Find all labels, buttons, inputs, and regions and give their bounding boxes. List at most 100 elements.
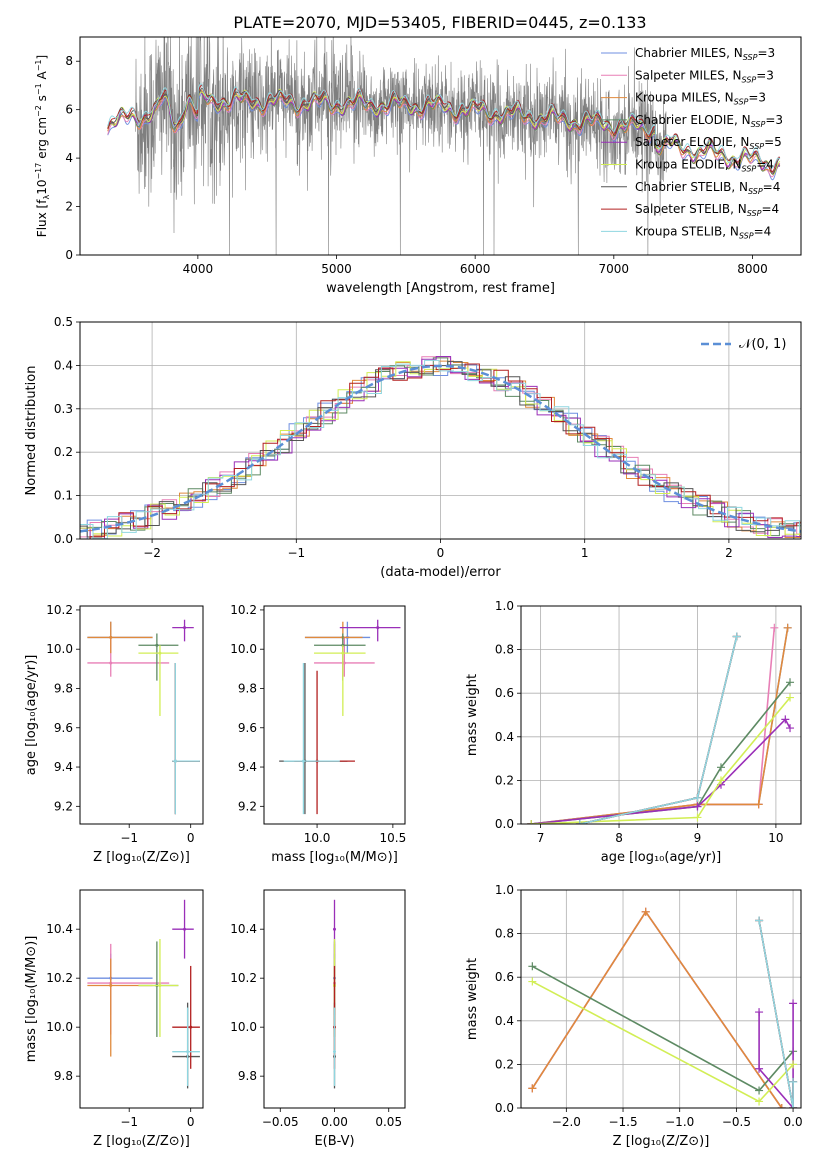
x-tick-label: −2.0	[552, 1115, 581, 1129]
data-point-salpeter_elodie	[376, 626, 380, 630]
x-tick-label: 0	[187, 1115, 195, 1129]
data-point-kroupa_miles	[109, 635, 113, 639]
legend-sub: SSP	[749, 142, 764, 151]
y-tick-label: 9.6	[54, 721, 73, 735]
y-tick-label: 0.6	[495, 970, 514, 984]
weight-marker-kroupa_stelib	[755, 916, 764, 925]
legend-tail: =3	[756, 68, 774, 82]
weight-marker-chabrier_elodie	[528, 962, 537, 971]
y-axis-label: mass [log₁₀(M/M⊙)]	[24, 936, 39, 1063]
histogram-step-chabrier_stelib	[80, 361, 801, 539]
weight-line-kroupa_stelib	[758, 920, 794, 1108]
gaussian-curve	[80, 364, 801, 533]
x-axis-label: wavelength [Angstrom, rest frame]	[326, 281, 555, 296]
axes-frame	[520, 605, 802, 825]
y-tick-label: 4	[65, 151, 73, 165]
histogram-step-kroupa_stelib	[80, 359, 801, 539]
legend-name: Chabrier ELODIE, N	[635, 113, 751, 127]
y-label-part: −2	[34, 105, 43, 117]
weight-marker-salpeter_miles	[770, 623, 779, 632]
legend-entry-kroupa_miles: Kroupa MILES, NSSP=3	[635, 91, 766, 107]
y-tick-label: 9.4	[54, 760, 73, 774]
weight-line-kroupa_stelib	[579, 636, 738, 824]
plot-content	[87, 619, 200, 815]
axes-frame	[263, 605, 406, 825]
legend-tail: =4	[761, 202, 779, 216]
legend-tail: =3	[765, 113, 783, 127]
y-axis-label: Flux [fλ10−17 erg cm−2 s−1 A−1]	[34, 55, 51, 237]
legend-entry-chabrier_elodie: Chabrier ELODIE, NSSP=3	[635, 113, 783, 129]
y-tick-label: 10.4	[230, 922, 257, 936]
y-label-part: −17	[34, 163, 43, 180]
legend-tail: =4	[756, 158, 774, 172]
weight-marker-kroupa_elodie	[527, 820, 536, 824]
spectrum-panel: 4000 5000 6000 7000 8000 0 2 4 6 8 wavelength [Ang…	[34, 36, 802, 296]
legend-entry-salpeter_stelib: Salpeter STELIB, NSSP=4	[635, 202, 779, 218]
y-label-part: −1	[34, 59, 43, 71]
legend-entry-gaussian: 𝒩(0, 1)	[739, 337, 786, 352]
x-axis-label: Z [log₁₀(Z/Z⊙)]	[93, 850, 190, 865]
y-tick-label: 10.0	[230, 1020, 257, 1034]
y-tick-label: 0.8	[495, 643, 514, 657]
weight-marker-kroupa_miles	[528, 1084, 537, 1093]
legend-sub: SSP	[742, 165, 757, 174]
weight-marker-salpeter_elodie	[755, 1064, 764, 1073]
data-point-salpeter_elodie	[333, 927, 336, 931]
x-tick-label: 10.0	[304, 831, 331, 845]
y-tick-label: 1.0	[495, 883, 514, 897]
mass_vs_ebv-panel: −0.05 0.00 0.05 9.8 10.0 10.2 10.4 E(B-V)	[230, 889, 406, 1149]
y-tick-label: 9.8	[54, 1069, 73, 1083]
y-tick-label: 0.1	[54, 489, 73, 503]
y-tick-label: 0.6	[495, 686, 514, 700]
x-tick-label: −0.5	[722, 1115, 751, 1129]
mass_vs_Z-panel: −1 0 9.8 10.0 10.2 10.4 Z [log₁₀(Z/Z⊙)] mass [l…	[24, 889, 204, 1149]
y-label-part: Flux [f	[35, 199, 49, 237]
data-point-salpeter_elodie	[183, 927, 187, 931]
y-tick-label: 9.6	[238, 721, 257, 735]
y-tick-label: 0.3	[54, 402, 73, 416]
y-tick-label: 0	[65, 248, 73, 262]
x-axis-label: age [log₁₀(age/yr)]	[601, 850, 722, 865]
legend-sub: SSP	[751, 120, 766, 129]
x-tick-label: 0.00	[321, 1115, 348, 1129]
x-tick-label: 5000	[321, 262, 352, 276]
weight-marker-kroupa_elodie	[786, 693, 795, 702]
y-tick-label: 9.4	[238, 760, 257, 774]
plot-content	[333, 899, 336, 1089]
y-label-part: s	[35, 95, 49, 105]
y-axis-label: mass weight	[465, 674, 480, 756]
legend-sub: SSP	[743, 53, 758, 62]
y-axis-label: mass weight	[465, 958, 480, 1040]
weight-marker-kroupa_elodie	[789, 1060, 798, 1069]
legend-entry-salpeter_miles: Salpeter MILES, NSSP=3	[635, 68, 774, 84]
data-point-kroupa_stelib	[173, 759, 177, 763]
x-tick-label: −1.0	[665, 1115, 694, 1129]
data-point-kroupa_elodie	[158, 984, 162, 988]
plot-content	[528, 907, 798, 1108]
data-point-kroupa_elodie	[158, 651, 162, 655]
legend-entry-chabrier_miles: Chabrier MILES, NSSP=3	[635, 46, 775, 62]
weight-marker-kroupa_stelib	[732, 632, 741, 641]
age_vs_Z-panel: −1 0 9.2 9.4 9.6 9.8 10.0 10.2 Z [log₁₀(Z/Z⊙)] ag…	[24, 603, 204, 865]
y-tick-label: 10.0	[46, 642, 73, 656]
weight-marker-kroupa_elodie	[528, 977, 537, 986]
y-tick-label: 0.2	[495, 773, 514, 787]
x-tick-label: 9	[694, 831, 702, 845]
spectrum-data-line	[135, 37, 667, 255]
x-axis-label: E(B-V)	[314, 1134, 354, 1149]
weight-line-kroupa_elodie	[531, 697, 791, 824]
x-tick-label: 0.05	[375, 1115, 402, 1129]
plot-content	[80, 356, 801, 539]
weight-marker-kroupa_stelib	[789, 1077, 798, 1086]
weight-marker-kroupa_stelib	[575, 820, 584, 824]
y-tick-label: 6	[65, 103, 73, 117]
legend-entry-kroupa_elodie: Kroupa ELODIE, NSSP=4	[635, 158, 774, 174]
data-point-kroupa_elodie	[341, 651, 345, 655]
y-tick-label: 8	[65, 54, 73, 68]
plot-content	[279, 619, 401, 815]
x-tick-label: 2	[725, 546, 733, 560]
legend-tail: =4	[763, 180, 781, 194]
y-tick-label: 10.2	[230, 971, 257, 985]
y-tick-label: 2	[65, 200, 73, 214]
